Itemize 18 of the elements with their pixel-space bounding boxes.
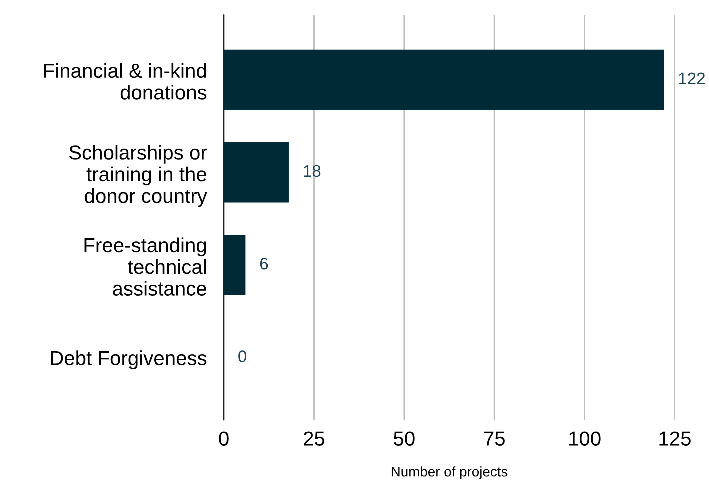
x-tick-label: 75	[484, 432, 505, 446]
data-label: 0	[238, 350, 247, 362]
x-axis-title: Number of projects	[392, 466, 508, 480]
y-tick-label: Debt Forgiveness	[51, 350, 207, 370]
bar	[224, 235, 246, 296]
y-tick-label: Scholarships or training in the donor country	[70, 145, 208, 208]
bar	[224, 50, 664, 110]
y-tick-label: Free-standing technical assistance	[84, 238, 206, 296]
x-tick-label: 100	[570, 432, 601, 446]
data-label: 6	[260, 258, 268, 270]
bar	[224, 142, 289, 203]
y-tick-label: Financial & in-kind donations	[44, 63, 207, 100]
data-label: 122	[679, 72, 706, 84]
x-tick-label: 0	[219, 432, 229, 446]
x-tick-label: 50	[394, 432, 415, 446]
data-label: 18	[304, 165, 321, 178]
x-tick-label: 125	[660, 432, 691, 446]
x-tick-label: 25	[304, 432, 325, 446]
